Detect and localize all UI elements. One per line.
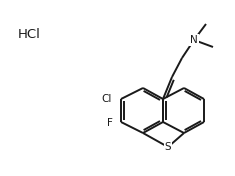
Text: Cl: Cl xyxy=(102,94,112,104)
Text: HCl: HCl xyxy=(18,29,41,42)
Text: F: F xyxy=(107,118,113,128)
Text: S: S xyxy=(165,142,171,152)
Text: N: N xyxy=(190,35,198,45)
